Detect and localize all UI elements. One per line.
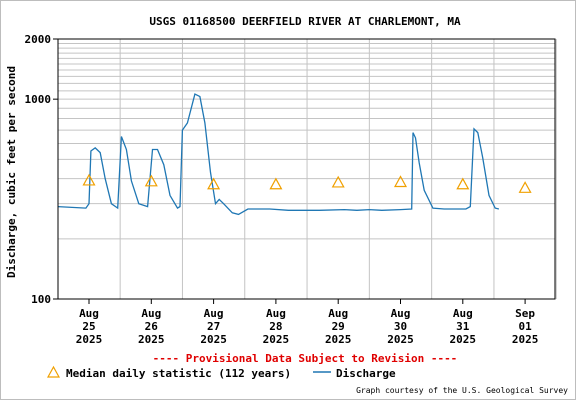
x-tick-label: Aug [79,307,99,320]
x-tick-label: Sep [515,307,535,320]
x-tick-label: Aug [328,307,348,320]
x-tick-label: 30 [394,320,407,333]
x-tick-label: 28 [269,320,282,333]
median-marker [456,177,470,190]
median-marker [144,174,158,187]
y-axis-label: Discharge, cubic feet per second [5,66,18,278]
y-tick-label: 1000 [25,93,52,106]
x-tick-label: 2025 [76,333,103,346]
x-tick-label: Aug [266,307,286,320]
plot-area [57,38,556,300]
provisional-notice: ---- Provisional Data Subject to Revisio… [153,352,458,365]
legend-triangle-icon [46,365,61,378]
x-tick-label: 2025 [200,333,227,346]
legend-label-median: Median daily statistic (112 years) [66,367,291,380]
legend: Median daily statistic (112 years) Disch… [46,365,396,380]
series-lines [57,93,500,216]
chart-title: USGS 01168500 DEERFIELD RIVER AT CHARLEM… [149,15,461,28]
x-tick-label: 2025 [138,333,165,346]
x-tick-label: 2025 [450,333,477,346]
y-tick-label: 2000 [25,33,52,46]
x-tick-label: 27 [207,320,220,333]
median-markers [82,173,532,193]
credit-note: Graph courtesy of the U.S. Geological Su… [356,386,568,395]
x-tick-label: 2025 [263,333,290,346]
x-tick-label: 01 [518,320,532,333]
axis-ticks: 10010002000Aug252025Aug262025Aug272025Au… [25,33,539,346]
median-marker [269,177,283,190]
median-marker [393,175,408,188]
x-tick-label: 2025 [512,333,539,346]
x-tick-label: Aug [204,307,224,320]
legend-label-discharge: Discharge [336,367,396,380]
median-marker [82,173,96,186]
grid-lines [58,39,557,299]
x-tick-label: 2025 [325,333,352,346]
discharge-line [57,93,500,216]
x-tick-label: Aug [453,307,473,320]
x-tick-label: 2025 [387,333,414,346]
median-marker [207,177,221,190]
y-tick-label: 100 [31,293,51,306]
x-tick-label: Aug [141,307,161,320]
median-marker [331,175,345,188]
median-marker [518,181,532,193]
x-tick-label: Aug [391,307,411,320]
x-tick-label: 31 [456,320,470,333]
x-tick-label: 26 [145,320,159,333]
x-tick-label: 29 [332,320,345,333]
x-tick-label: 25 [82,320,95,333]
